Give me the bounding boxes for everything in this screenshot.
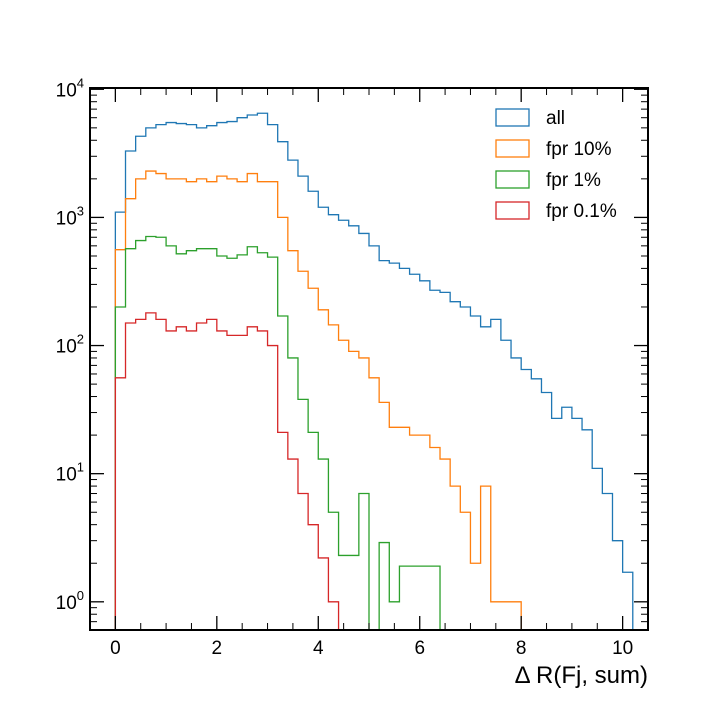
y-tick-base: 10 (56, 80, 77, 101)
y-tick-base: 10 (56, 208, 77, 229)
y-tick-exponent: 2 (77, 332, 84, 347)
legend-label: all (546, 108, 565, 129)
legend-label: fpr 1% (546, 170, 601, 191)
legend-swatch (495, 108, 530, 127)
x-tick-label: 10 (612, 638, 633, 659)
x-tick-label: 0 (110, 638, 121, 659)
legend: all fpr 10% fpr 1% fpr 0.1% (495, 108, 617, 222)
y-tick-label: 103 (56, 203, 84, 229)
x-axis-label: Δ R(Fj, sum) (515, 662, 648, 689)
y-tick-exponent: 4 (77, 75, 84, 90)
y-tick-label: 101 (56, 460, 84, 486)
x-tick-label: 4 (313, 638, 324, 659)
x-tick-label: 2 (212, 638, 223, 659)
y-tick-label: 104 (56, 75, 84, 101)
y-tick-base: 10 (56, 465, 77, 486)
y-tick-base: 10 (56, 593, 77, 614)
series-all-line (114, 112, 634, 630)
legend-swatch (495, 139, 530, 158)
series-fpr-1--line (114, 235, 441, 630)
legend-swatch (495, 201, 530, 220)
plot-frame (89, 87, 649, 631)
series-fpr-10--line (114, 170, 522, 630)
legend-label: fpr 10% (546, 139, 612, 160)
series-layer (114, 112, 634, 630)
y-tick-base: 10 (56, 337, 77, 358)
series-fpr-0-1--line (114, 312, 340, 630)
y-tick-exponent: 3 (77, 203, 84, 218)
y-tick-exponent: 1 (77, 460, 84, 475)
y-tick-label: 100 (56, 588, 84, 614)
x-tick-label: 8 (516, 638, 527, 659)
y-tick-exponent: 0 (77, 588, 84, 603)
x-tick-label: 6 (414, 638, 425, 659)
legend-swatch (495, 170, 530, 189)
y-tick-label: 102 (56, 332, 84, 358)
legend-label: fpr 0.1% (546, 201, 617, 222)
